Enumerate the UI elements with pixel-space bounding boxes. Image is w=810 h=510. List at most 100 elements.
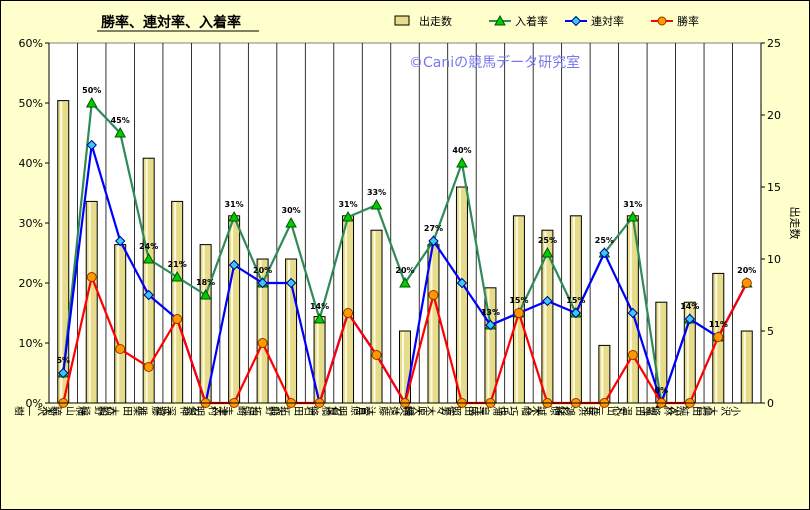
circle-marker xyxy=(172,314,183,324)
y-axis-left: 0% 10% 20% 30% 40% 50% 60% xyxy=(19,37,50,410)
triangle-marker xyxy=(171,270,184,282)
bar xyxy=(171,200,184,404)
x-tick-label: 武藤 雅 xyxy=(137,404,172,416)
circle-marker xyxy=(428,290,439,300)
data-label: 31% xyxy=(338,200,357,209)
x-tick-label: 嶋田 純次 xyxy=(668,404,713,416)
legend: 出走数 入着率 連対率 勝率 xyxy=(394,14,699,28)
bar xyxy=(455,186,468,404)
legend-circle-marker xyxy=(657,16,667,26)
x-tick-label: 木幡 巧也 xyxy=(498,404,541,416)
bar xyxy=(370,229,383,404)
triangle-marker xyxy=(399,276,411,288)
circle-marker xyxy=(713,332,724,342)
data-label: 33% xyxy=(367,188,386,197)
y2-tick-label: 5 xyxy=(767,325,774,338)
y2-tick-label: 20 xyxy=(767,109,781,122)
x-tick-label: 大野 拓弥 xyxy=(241,404,286,416)
y-tick-label: 50% xyxy=(19,97,43,110)
data-labels: 5% 50% 45% 24% 21% 18% 31% 20% 30% 14% 31% 33% 20% 27… xyxy=(56,86,756,395)
data-label: 15% xyxy=(509,296,528,305)
data-label: 31% xyxy=(225,200,244,209)
legend-label: 勝率 xyxy=(677,14,699,28)
data-label: 30% xyxy=(282,206,301,215)
gridlines xyxy=(77,43,733,403)
x-tick-label: 石神 深道 xyxy=(156,404,199,416)
data-label: 11% xyxy=(709,320,728,329)
x-tick-label: 柴田 大知 xyxy=(99,404,143,416)
x-tick-label: 遠藤 汰月 xyxy=(355,404,400,416)
diamond-marker xyxy=(114,235,126,247)
data-label: 14% xyxy=(680,302,699,311)
x-tick-label: 荻野 極 xyxy=(81,404,114,416)
x-tick-label: 長浜 鴻緒 xyxy=(554,404,598,416)
diamond-marker xyxy=(570,307,582,319)
triangle-marker xyxy=(626,210,639,222)
triangle-marker xyxy=(313,312,326,324)
circle-marker xyxy=(343,308,354,318)
x-tick-label: 小沢 大仁 xyxy=(698,404,741,416)
circle-marker xyxy=(86,272,97,282)
data-label: 15% xyxy=(566,296,585,305)
y-axis-right: 0 5 10 15 20 25 xyxy=(760,37,781,410)
data-label: 20% xyxy=(737,266,756,275)
data-label: 13% xyxy=(481,308,500,317)
y2-tick-label: 25 xyxy=(767,37,781,50)
x-tick-label: 小林 脩斗 xyxy=(641,404,684,416)
y-tick-label: 0% xyxy=(26,397,43,410)
diamond-marker xyxy=(485,319,496,331)
legend-triangle-marker xyxy=(494,14,506,26)
x-tick-label: 横山 琉人 xyxy=(43,404,87,416)
x-tick-label: 丸山 元気 xyxy=(583,404,628,416)
data-label: 45% xyxy=(111,116,130,125)
circle-marker xyxy=(513,308,524,318)
y2-axis-title: 出走数 xyxy=(788,207,802,240)
data-label: 24% xyxy=(139,242,158,251)
circle-marker xyxy=(257,338,268,348)
data-label: 27% xyxy=(424,224,443,233)
legend-label: 出走数 xyxy=(419,14,452,28)
x-tick-label: 江田 照男 xyxy=(440,404,484,416)
diamond-marker xyxy=(257,277,268,289)
triangle-marker xyxy=(456,156,468,168)
watermark: ©Caniの競馬データ研究室 xyxy=(409,54,580,71)
bar xyxy=(85,200,98,404)
y-tick-label: 20% xyxy=(19,277,43,290)
diamond-marker xyxy=(456,277,468,289)
x-tick-label: 石橋 脩 xyxy=(308,404,342,416)
data-label: 18% xyxy=(196,278,215,287)
circle-marker xyxy=(143,362,154,372)
line-series xyxy=(57,96,753,409)
diamond-marker xyxy=(143,289,154,301)
diamond-marker xyxy=(58,367,69,379)
data-label: 20% xyxy=(253,266,272,275)
chart-title: 勝率、連対率、入着率 xyxy=(101,14,241,31)
triangle-marker xyxy=(541,246,554,258)
diamond-marker xyxy=(542,295,553,307)
y-tick-label: 40% xyxy=(19,157,43,170)
legend-swatch-bar xyxy=(394,15,410,26)
x-tick-label: 杉原 誠人 xyxy=(527,404,571,416)
diamond-marker xyxy=(285,277,297,289)
diamond-marker xyxy=(599,247,610,259)
y-tick-label: 10% xyxy=(19,337,43,350)
data-label: 0% xyxy=(655,386,669,395)
data-label: 5% xyxy=(56,356,70,365)
diamond-marker xyxy=(428,235,439,247)
x-tick-label: 菊沢 一樹 xyxy=(13,404,57,416)
triangle-marker xyxy=(228,210,240,222)
bar xyxy=(740,330,753,404)
circle-marker xyxy=(115,344,126,354)
x-tick-label: 石田 拓郎 xyxy=(270,404,314,416)
bar xyxy=(114,244,127,404)
data-label: 31% xyxy=(623,200,642,209)
y2-tick-label: 15 xyxy=(767,181,781,194)
data-label: 25% xyxy=(538,236,557,245)
x-tick-label: 亀田 温心 xyxy=(612,404,656,416)
y2-tick-label: 0 xyxy=(767,397,774,410)
y-tick-label: 60% xyxy=(19,37,43,50)
triangle-marker xyxy=(285,216,297,228)
x-tick-label: 戸崎 圭太 xyxy=(213,404,257,416)
